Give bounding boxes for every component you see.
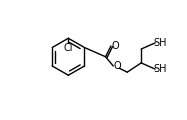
Text: SH: SH bbox=[154, 64, 167, 74]
Text: SH: SH bbox=[154, 38, 167, 48]
Text: O: O bbox=[111, 41, 119, 51]
Text: O: O bbox=[113, 61, 121, 71]
Text: Cl: Cl bbox=[64, 43, 73, 53]
